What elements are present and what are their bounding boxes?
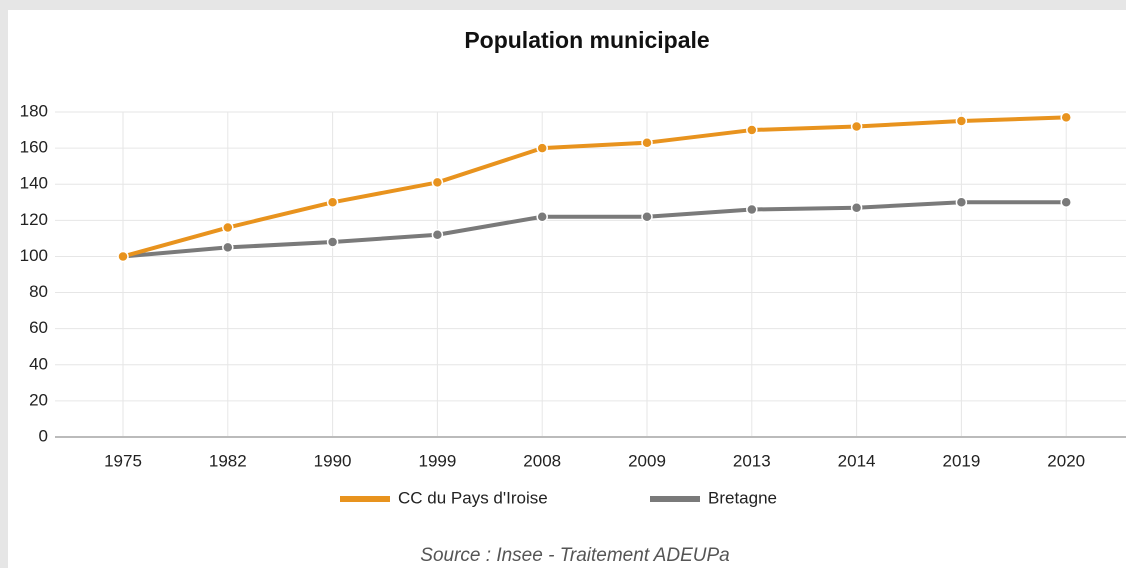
chart-title: Population municipale (464, 27, 709, 53)
y-tick-label: 180 (20, 101, 48, 120)
data-point (326, 196, 339, 209)
data-point (1060, 111, 1072, 124)
y-tick-label: 80 (29, 282, 48, 301)
data-point (326, 236, 339, 248)
data-point (850, 201, 863, 214)
data-point (1060, 196, 1072, 209)
data-point (222, 221, 234, 234)
x-tick-label: 2008 (523, 451, 561, 470)
y-tick-label: 120 (20, 210, 48, 229)
data-point (536, 210, 548, 223)
series-line (121, 115, 1069, 259)
x-tick-label: 1990 (314, 451, 352, 470)
x-tick-label: 2019 (942, 451, 980, 470)
y-tick-label: 140 (20, 174, 48, 193)
data-point (746, 124, 758, 136)
data-point (431, 176, 444, 189)
data-point (222, 241, 234, 254)
y-tick-label: 160 (20, 138, 48, 157)
data-point (536, 142, 548, 154)
x-tick-label: 2009 (628, 451, 666, 470)
y-tick-label: 20 (29, 390, 48, 409)
source: Source : Insee - Traitement ADEUPa (420, 545, 729, 566)
x-tick-label: 2013 (733, 451, 771, 470)
x-tick-label: 1999 (418, 451, 456, 470)
y-tick-label: 40 (29, 354, 48, 373)
data-point (641, 136, 653, 149)
legend-label: Bretagne (708, 488, 777, 507)
x-tick-label: 1982 (209, 451, 247, 470)
x-tick-label: 1975 (104, 451, 142, 470)
y-tick-label: 60 (29, 318, 48, 337)
panel (8, 10, 1126, 568)
y-tick-label: 0 (39, 426, 48, 445)
legend-label: CC du Pays d'Iroise (398, 488, 548, 507)
x-tick-label: 2020 (1047, 451, 1085, 470)
data-point (955, 115, 968, 127)
data-point (746, 203, 758, 216)
data-point (431, 229, 444, 241)
data-point (641, 210, 653, 223)
y-tick-label: 100 (20, 246, 48, 265)
x-tick-label: 2014 (838, 451, 876, 470)
data-point (117, 250, 129, 263)
series-line (121, 200, 1069, 259)
data-point (955, 196, 968, 209)
data-point (850, 120, 863, 133)
